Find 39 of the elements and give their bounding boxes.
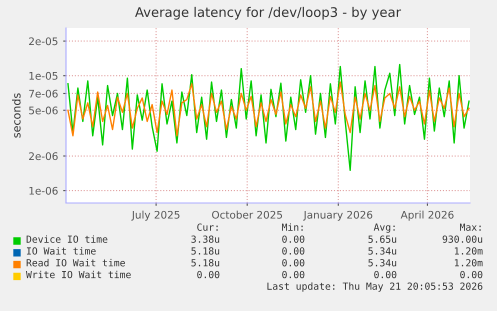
legend-label: Write IO Wait time — [26, 270, 131, 278]
y-tick-label: 7e-06 — [29, 90, 58, 98]
y-axis-title: seconds — [12, 93, 21, 138]
text: 0.00 — [374, 270, 396, 278]
text: 0.00 — [282, 235, 304, 243]
legend-label: Device IO time — [26, 235, 108, 243]
text: 1.20m — [454, 247, 483, 255]
text: 0.00 — [197, 270, 220, 278]
text: Min: — [282, 223, 303, 231]
text: 0.00 — [282, 270, 304, 278]
text: 1.20m — [454, 259, 483, 266]
text: Cur: — [197, 223, 218, 231]
text: Last update: Thu May 21 20:05:53 2026 — [267, 282, 482, 292]
x-tick-label: January 2026 — [303, 210, 372, 221]
text: 0.00 — [460, 270, 482, 278]
chart-title: Average latency for /dev/loop3 - by year — [135, 6, 402, 20]
y-tick-label: 2e-05 — [29, 37, 58, 46]
text: 5.18u — [191, 247, 220, 255]
y-tick-label: 2e-06 — [29, 152, 58, 160]
x-tick-label: October 2025 — [212, 210, 282, 219]
text: 5.18u — [191, 259, 220, 266]
y-tick-label: 1e-06 — [29, 186, 58, 195]
text: Max: — [460, 224, 481, 231]
text: 3.38u — [191, 235, 220, 243]
text: 0.00 — [282, 259, 304, 266]
text: 930.00u — [442, 235, 482, 243]
text: 5.34u — [368, 259, 396, 266]
line-series — [67, 64, 470, 172]
y-tick-label: 1e-05 — [29, 72, 58, 80]
x-tick-label: July 2025 — [131, 210, 180, 221]
text: 5.34u — [368, 247, 396, 255]
x-tick-label: April 2026 — [400, 210, 454, 221]
line-series — [67, 81, 470, 136]
legend-label: Read IO Wait time — [26, 258, 125, 266]
legend-label: IO Wait time — [26, 247, 96, 255]
text: 0.00 — [282, 247, 304, 255]
text: Avg: — [374, 224, 395, 233]
y-tick-label: 5e-06 — [29, 106, 58, 114]
text: 5.65u — [368, 235, 396, 243]
